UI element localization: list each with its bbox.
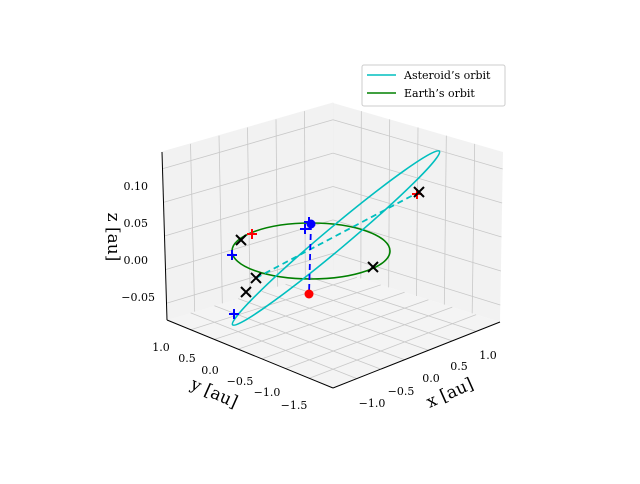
grid-line (332, 119, 503, 170)
black-x-marker (250, 272, 262, 284)
grid-line (190, 277, 357, 331)
black-x-marker (235, 234, 247, 246)
grid-line (163, 152, 334, 203)
y-tick-label: −0.5 (227, 375, 254, 388)
grid-line (190, 312, 358, 379)
grid-line (332, 186, 502, 238)
red-plus-marker (247, 229, 257, 239)
grid-line (332, 219, 502, 272)
z-tick-label: 0.05 (124, 217, 149, 230)
grid-line (332, 152, 503, 204)
grid-line (162, 119, 334, 170)
grid-line (332, 252, 501, 306)
red-dot-marker (304, 289, 314, 299)
blue-dot-marker (306, 219, 316, 229)
y-axis-line (166, 319, 334, 389)
z-tick-label: −0.05 (121, 291, 155, 304)
blue-plus-marker (229, 309, 239, 319)
grid-line (309, 314, 477, 379)
black-x-marker (240, 286, 252, 298)
z-tick-label: 0.10 (124, 180, 149, 193)
y-tick-label: 0.5 (178, 352, 196, 365)
black-x-marker (413, 186, 425, 198)
grid-line (285, 306, 453, 369)
legend-label-asteroid: Asteroid’s orbit (403, 69, 491, 82)
grid-line (261, 291, 429, 351)
y-tick-label: −1.5 (281, 399, 308, 412)
grid-line (214, 305, 381, 370)
x-tick-label: 0.5 (450, 360, 468, 373)
asteroid-orbit (231, 150, 441, 326)
blue-plus-marker (227, 250, 237, 260)
blue-plus-marker (300, 224, 310, 234)
grid (162, 111, 503, 379)
x-tick-label: 1.0 (479, 349, 497, 362)
grid-line (238, 291, 405, 350)
x-axis-line (332, 321, 501, 389)
legend-label-earth: Earth’s orbit (404, 87, 475, 100)
grid-line (238, 298, 405, 361)
node-line (255, 191, 420, 279)
pane-floor (167, 270, 500, 388)
z-axis-label: z [au] (103, 213, 123, 262)
legend: Asteroid’s orbit Earth’s orbit (361, 64, 506, 107)
grid-line (309, 276, 477, 332)
z-axis-line (161, 151, 168, 321)
grid-line (261, 299, 429, 360)
black-x-marker (367, 261, 379, 273)
z-ticks: 0.10 0.05 0.00 −0.05 (121, 180, 155, 304)
y-tick-label: −1.0 (254, 386, 281, 399)
legend-box (361, 64, 506, 107)
x-tick-label: −1.0 (359, 397, 386, 410)
x-tick-label: −0.5 (388, 385, 415, 398)
grid-line (166, 252, 334, 304)
y-ticks: 1.0 0.5 0.0 −0.5 −1.0 −1.5 (152, 341, 307, 412)
height-line (308, 223, 312, 295)
markers (227, 186, 425, 319)
grid-line (164, 186, 334, 237)
y-tick-label: 1.0 (152, 341, 170, 354)
y-tick-label: 0.0 (201, 364, 219, 377)
x-tick-label: 0.0 (422, 372, 440, 385)
x-ticks: −1.0 −0.5 0.0 0.5 1.0 (359, 349, 497, 410)
grid-line (214, 284, 381, 340)
z-tick-label: 0.00 (124, 254, 149, 267)
